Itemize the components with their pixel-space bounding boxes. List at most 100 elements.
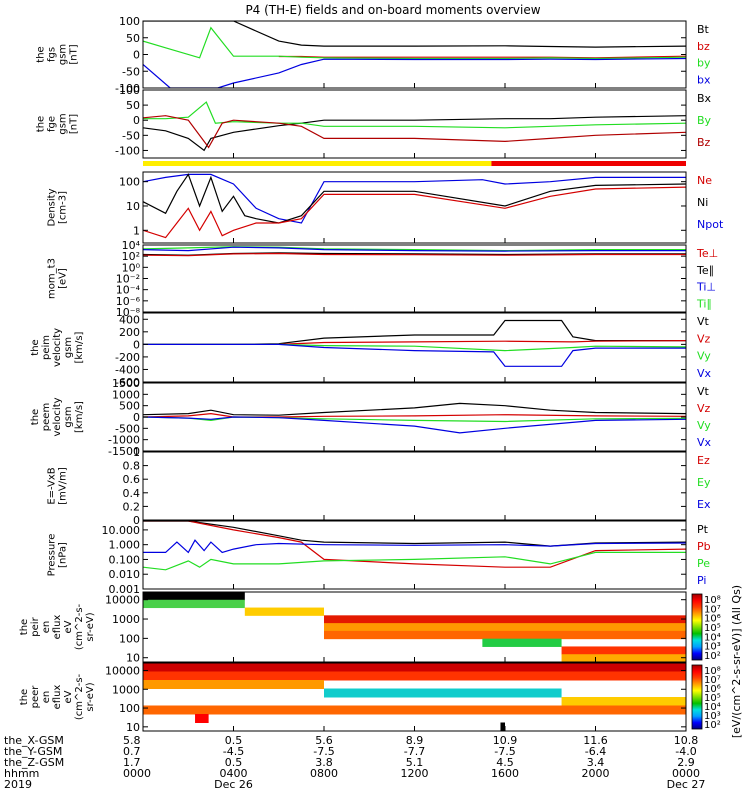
peir-ytick-label: 10000 <box>105 594 140 607</box>
peem-series-Vx <box>143 416 686 434</box>
moms-series-Ti⊥ <box>143 246 686 252</box>
x-axis-value: 4.5 <box>496 756 514 769</box>
x-axis-value: 0400 <box>220 767 248 780</box>
density-legend-entry: Ne <box>697 174 712 187</box>
pressure-series-Pt <box>143 521 686 547</box>
peem-ytick-label: 1000 <box>112 388 140 401</box>
peem-ytick-label: -1000 <box>108 434 140 447</box>
efield-legend-entry: Ey <box>697 476 711 489</box>
peem-ylabel-line: gsm <box>63 406 74 427</box>
fge-legend-entry: Bz <box>697 136 711 149</box>
peir-band-3 <box>324 615 686 624</box>
pressure-frame <box>142 520 687 590</box>
peim-ytick-label: 200 <box>119 326 140 339</box>
colorbar-title: [eV/(cm^2-s-sr-eV)] (All Qs) <box>730 585 743 738</box>
peem-ylabel-line: the <box>30 409 41 425</box>
pressure-series-Pi <box>143 539 686 554</box>
x-axis-value: -7.5 <box>313 745 334 758</box>
peer-band-2 <box>143 680 324 689</box>
x-axis-value: 10.8 <box>674 734 699 747</box>
moms-series-Te⊥ <box>143 252 686 257</box>
peim-ylabel-line: [km/s] <box>74 331 85 363</box>
peem-ytick-label: 500 <box>119 400 140 413</box>
fge-ytick-label: 100 <box>119 84 140 97</box>
x-axis-value: -4.5 <box>223 745 244 758</box>
peim-ylabel-line: velocity <box>52 328 63 367</box>
peem-ytick-label: -500 <box>115 422 140 435</box>
peem-legend-entry: Vz <box>697 402 711 415</box>
moms-legend-entry: Ti⊥ <box>696 281 716 294</box>
peim-ytick-label: -600 <box>115 376 140 389</box>
peir-ylabel-line: the <box>19 619 30 635</box>
pressure-series-Pb <box>143 521 686 568</box>
x-axis-value: 5.8 <box>123 734 141 747</box>
peer-band-7 <box>500 722 505 731</box>
density-series-Ni <box>143 173 686 224</box>
x-axis-value: 2000 <box>582 767 610 780</box>
fge-ytick-label: 0 <box>133 114 140 127</box>
panel-peer: 10000 1000 100 10 the peer en eflux eV (cm^2-s-sr… <box>19 662 687 734</box>
moms-series-Ti∥ <box>143 246 686 252</box>
peer-ylabel-line: en <box>41 691 52 704</box>
pressure-ytick-label: 0.010 <box>109 568 141 581</box>
peer-band-4 <box>561 697 686 706</box>
efield-frame <box>142 451 687 521</box>
fgs-series-Bt <box>143 21 686 48</box>
x-axis-value: 2.9 <box>677 756 695 769</box>
colorbar-1-label: 10⁶ <box>704 614 721 625</box>
peim-legend-entry: Vz <box>697 332 711 345</box>
colorbar-1-label: 10⁸ <box>704 595 721 606</box>
fgs-ytick-label: -50 <box>122 65 140 78</box>
moms-legend-entry: Te⊥ <box>696 247 718 260</box>
density-lines <box>143 173 686 239</box>
peim-ytick-label: 400 <box>119 313 140 326</box>
peir-band-8 <box>561 654 686 662</box>
peir-band-0 <box>143 592 245 601</box>
colorbar-2-label: 10⁶ <box>704 684 721 695</box>
x-axis-value: Dec 26 <box>214 778 253 791</box>
x-axis-value: 0000 <box>672 767 700 780</box>
fge-legend-entry: Bx <box>697 92 712 105</box>
x-axis-value: -4.0 <box>675 745 696 758</box>
fgs-ylabel-line: fgs <box>47 47 58 62</box>
moms-ytick-label: 10² <box>122 250 140 263</box>
pressure-series-Pe <box>143 551 686 571</box>
panel-density: 100 10 1 Density [cm-3] Ne Ni Npot <box>47 171 724 244</box>
colorbar-1-label: 10² <box>704 651 721 662</box>
fge-ylabel-line: gsm <box>58 113 69 134</box>
peir-ylabel-line: (cm^2-s- <box>74 603 85 650</box>
peir-ylabel-line: peir <box>30 616 41 636</box>
colorbar-1 <box>691 593 703 661</box>
efield-ytick-label: 0.6 <box>123 473 141 486</box>
fgs-ytick-label: 100 <box>119 15 140 28</box>
pressure-ytick-label: 0.001 <box>109 583 141 596</box>
pressure-ytick-label: 0.100 <box>109 553 141 566</box>
peem-ytick-label: 0 <box>133 411 140 424</box>
colorbar-2-label: 10² <box>704 720 721 731</box>
peim-ylabel-line: peim <box>41 335 52 360</box>
efield-ylabel-line: [mV/m] <box>58 467 69 505</box>
pressure-ylabel-line: Pressure <box>47 534 58 577</box>
pressure-ylabel-line: [nPa] <box>58 542 69 568</box>
density-series-Npot <box>143 173 686 224</box>
peer-band-1 <box>143 671 686 681</box>
fgs-legend-entry: Bt <box>697 23 710 36</box>
peem-lines <box>143 402 686 434</box>
colorbar-2-label: 10⁸ <box>704 666 721 677</box>
panel-peir: 10000 1000 100 10 the peir en eflux eV (cm^2-s-sr… <box>19 591 687 665</box>
x-axis-value: -7.7 <box>404 745 425 758</box>
peer-spectrogram <box>143 663 686 731</box>
peir-band-6 <box>482 638 562 647</box>
pressure-ytick-label: 1.000 <box>109 539 141 552</box>
fge-ylabel-line: fge <box>47 116 58 132</box>
peim-legend-entry: Vx <box>697 367 712 380</box>
efield-ytick-label: 0.8 <box>123 460 141 473</box>
peir-band-2 <box>244 607 324 616</box>
pressure-ytick-label: 10.000 <box>102 524 141 537</box>
moms-ytick-label: 10⁰ <box>122 261 141 274</box>
x-axis-value: 0.5 <box>225 734 243 747</box>
